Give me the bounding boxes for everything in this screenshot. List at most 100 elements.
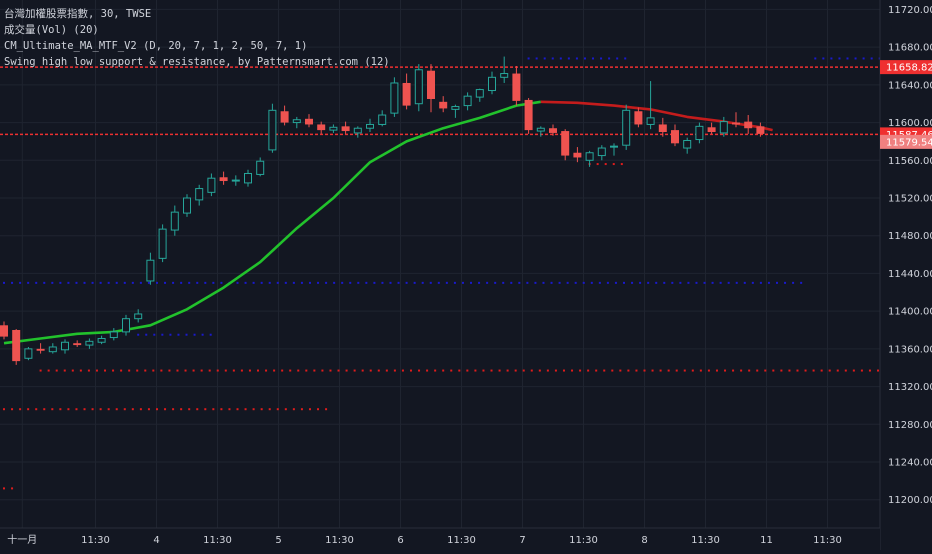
support-dot: [91, 408, 94, 411]
support-dot: [19, 408, 22, 411]
resistance-dot: [598, 281, 601, 284]
resistance-dot: [574, 281, 577, 284]
support-dot: [490, 369, 493, 372]
resistance-dot: [333, 281, 336, 284]
resistance-dot: [671, 281, 674, 284]
support-dot: [691, 369, 694, 372]
support-dot: [55, 369, 58, 372]
candle-down: [707, 122, 716, 134]
time-axis[interactable]: 十一月 11:30 4 11:30 5 11:30 6 11:30 7 11:30 8 11:30 11…: [0, 527, 880, 550]
support-dot: [276, 408, 279, 411]
price-tick-label: 11360.00: [888, 344, 932, 355]
candle-body: [231, 179, 240, 182]
candle-down: [219, 171, 228, 185]
candle-body: [183, 197, 191, 214]
support-dot: [571, 369, 574, 372]
support-dot: [595, 369, 598, 372]
support-dot: [212, 408, 215, 411]
candle-down: [658, 117, 667, 137]
candle-body: [622, 109, 631, 146]
support-dot: [176, 369, 179, 372]
candle-body: [561, 131, 570, 156]
support-dot: [780, 369, 783, 372]
candle-down: [427, 64, 435, 113]
support-dot: [812, 369, 815, 372]
resistance-dot: [185, 333, 188, 336]
support-dot: [297, 369, 300, 372]
support-dot: [265, 369, 268, 372]
candle-up: [463, 92, 472, 111]
resistance-dot: [608, 57, 611, 60]
candle-body: [671, 130, 679, 144]
support-dot: [715, 369, 718, 372]
candle-body: [207, 177, 216, 193]
resistance-dot: [201, 333, 204, 336]
support-dot: [184, 369, 187, 372]
support-dot: [611, 369, 614, 372]
resistance-dot: [131, 281, 134, 284]
candle-body: [244, 172, 252, 184]
sr-price-tag-bg: [880, 60, 932, 75]
support-dot: [123, 408, 126, 411]
support-dot: [47, 369, 50, 372]
support-dot: [281, 369, 284, 372]
resistance-dot: [502, 281, 505, 284]
candle-body: [378, 114, 387, 125]
support-dot: [458, 369, 461, 372]
resistance-dot: [478, 281, 481, 284]
resistance-dot: [317, 281, 320, 284]
support-dot: [627, 369, 630, 372]
price-axis[interactable]: 11200.00 11240.00 11280.00 11320.00 11360.00…: [879, 0, 932, 550]
resistance-dot: [631, 281, 634, 284]
price-tick-label: 11440.00: [888, 269, 932, 280]
candle-down: [549, 124, 557, 136]
support-dot: [506, 369, 509, 372]
support-dot: [369, 369, 372, 372]
support-dot: [160, 369, 163, 372]
support-dot: [619, 369, 622, 372]
candle-down: [317, 121, 326, 134]
candle-body: [134, 313, 143, 320]
resistance-dot: [123, 281, 126, 284]
candle-down: [744, 115, 753, 134]
support-dot: [740, 369, 743, 372]
candle-body: [146, 259, 155, 282]
resistance-dot: [606, 281, 609, 284]
last-price-tag-bg: [880, 134, 932, 149]
candle-down: [0, 321, 8, 340]
support-dot: [107, 408, 110, 411]
resistance-dot: [252, 281, 255, 284]
resistance-dot: [830, 57, 833, 60]
candle-down: [756, 122, 765, 137]
price-axis-bg: [880, 0, 932, 550]
candle-body: [170, 211, 179, 231]
candle-up: [390, 77, 399, 117]
resistance-dot: [365, 281, 368, 284]
legend-ma-indicator[interactable]: CM_Ultimate_MA_MTF_V2 (D, 20, 7, 1, 2, 5…: [4, 40, 308, 52]
support-dot: [83, 408, 86, 411]
resistance-dot: [357, 281, 360, 284]
candle-down: [341, 121, 350, 134]
candle-up: [500, 56, 509, 83]
candle-up: [256, 157, 265, 177]
legend-volume[interactable]: 成交量(Vol) (20): [4, 24, 99, 36]
candle-body: [634, 111, 643, 125]
legend-symbol[interactable]: 台灣加權股票指數, 30, TWSE: [4, 8, 152, 20]
support-dot: [353, 369, 356, 372]
resistance-dot: [767, 281, 770, 284]
ma-line-down: [540, 100, 773, 132]
resistance-dot: [854, 57, 857, 60]
resistance-dot: [534, 281, 537, 284]
candle-up: [378, 110, 387, 127]
support-dot: [252, 408, 255, 411]
candle-down: [439, 96, 448, 113]
candle-body: [488, 76, 496, 92]
legend-swing-indicator[interactable]: Swing high low support & resistance, by …: [4, 56, 390, 68]
candle-body: [158, 228, 167, 259]
support-dot: [325, 408, 328, 411]
resistance-dot: [679, 281, 682, 284]
resistance-dot: [236, 281, 239, 284]
